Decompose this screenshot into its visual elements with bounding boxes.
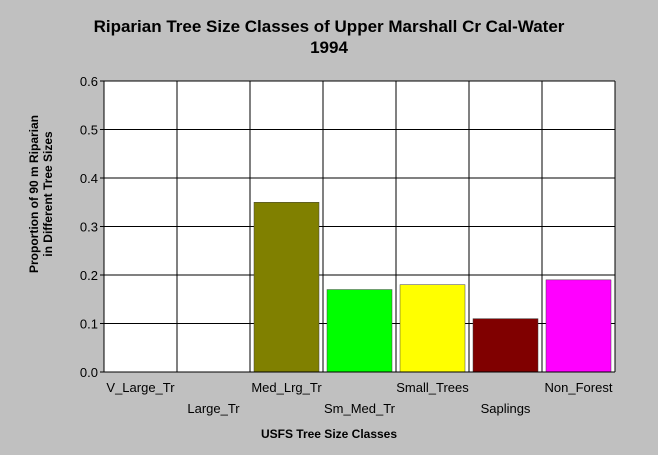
x-tick-label: Non_Forest <box>545 380 613 395</box>
x-tick-label: Med_Lrg_Tr <box>251 380 322 395</box>
y-axis-title-line2: in Different Tree Sizes <box>41 131 55 257</box>
y-axis-title: Proportion of 90 m Riparian in Different… <box>27 115 55 273</box>
y-tick-label: 0.1 <box>80 317 98 332</box>
x-tick-label: V_Large_Tr <box>106 380 175 395</box>
y-tick-label: 0.4 <box>80 171 98 186</box>
bars <box>253 202 612 373</box>
y-tick-label: 0.0 <box>80 365 98 380</box>
chart-subtitle: 1994 <box>310 38 348 57</box>
bar-saplings <box>472 318 539 373</box>
chart-title: Riparian Tree Size Classes of Upper Mars… <box>94 17 565 36</box>
x-axis-title: USFS Tree Size Classes <box>261 427 397 441</box>
y-tick-label: 0.5 <box>80 123 98 138</box>
bar-sm-med-tr <box>326 289 393 373</box>
y-tick-label: 0.6 <box>80 74 98 89</box>
y-axis-title-line1: Proportion of 90 m Riparian <box>27 115 41 273</box>
x-tick-label: Sm_Med_Tr <box>324 401 396 416</box>
x-tick-labels: V_Large_Tr Large_Tr Med_Lrg_TrSm_Med_TrSma… <box>106 380 612 416</box>
x-tick-label: Large_Tr <box>187 401 240 416</box>
x-tick-label: Saplings <box>481 401 531 416</box>
y-tick-label: 0.3 <box>80 220 98 235</box>
bar-non-forest <box>545 279 612 373</box>
y-tick-labels: 0.0 0.1 0.2 0.3 0.4 0.5 0.6 <box>80 74 98 380</box>
bar-med-lrg-tr <box>253 202 320 373</box>
bar-small-trees <box>399 284 466 373</box>
y-tick-label: 0.2 <box>80 268 98 283</box>
x-tick-label: Small_Trees <box>396 380 469 395</box>
